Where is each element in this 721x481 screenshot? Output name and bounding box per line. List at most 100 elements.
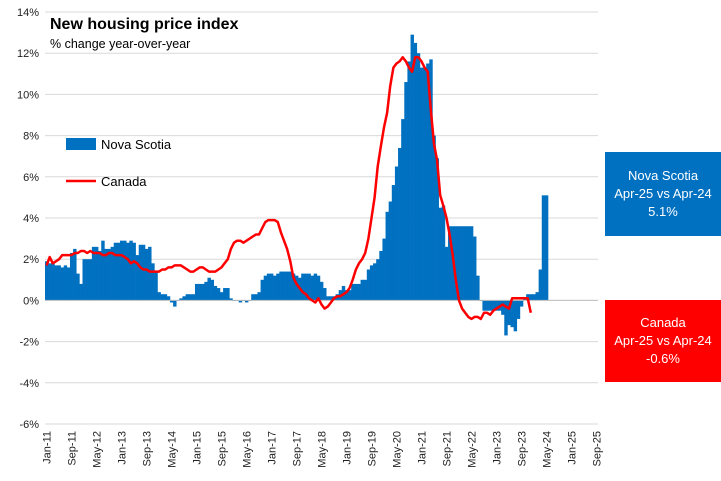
- bar-nova-scotia: [410, 34, 414, 301]
- bar-nova-scotia: [138, 244, 143, 301]
- bar-nova-scotia: [441, 205, 446, 301]
- bar-nova-scotia: [179, 298, 183, 301]
- bar-nova-scotia: [48, 263, 52, 301]
- bar-nova-scotia: [229, 298, 233, 301]
- bar-nova-scotia: [460, 226, 464, 301]
- bar-nova-scotia: [382, 238, 386, 301]
- bar-nova-scotia: [376, 259, 380, 301]
- bar-nova-scotia: [329, 296, 333, 301]
- bar-nova-scotia: [148, 246, 152, 301]
- bar-nova-scotia: [360, 279, 364, 301]
- bar-nova-scotia: [60, 267, 65, 301]
- x-tick-label: May-22: [467, 431, 479, 468]
- bar-nova-scotia: [494, 300, 499, 311]
- bar-nova-scotia: [279, 271, 283, 301]
- bar-nova-scotia: [210, 279, 215, 301]
- bar-nova-scotia: [319, 281, 324, 301]
- bar-nova-scotia: [273, 275, 277, 301]
- bar-nova-scotia: [107, 248, 111, 301]
- bar-nova-scotia: [491, 300, 496, 311]
- bar-nova-scotia: [535, 292, 539, 301]
- bar-nova-scotia: [285, 271, 289, 301]
- bar-nova-scotia: [144, 248, 149, 301]
- gridlines: [45, 11, 598, 425]
- y-tick-label: 12%: [17, 48, 39, 60]
- y-tick-label: 0%: [23, 295, 39, 307]
- bar-nova-scotia: [45, 261, 49, 301]
- x-tick-label: Jan-11: [42, 431, 54, 464]
- bar-nova-scotia: [198, 283, 202, 301]
- bar-nova-scotia: [354, 283, 358, 301]
- bar-nova-scotia: [191, 294, 196, 301]
- bar-nova-scotia: [157, 292, 161, 301]
- bar-nova-scotia: [316, 275, 321, 301]
- bar-nova-scotia: [413, 42, 418, 301]
- bar-nova-scotia: [101, 240, 105, 301]
- bar-nova-scotia: [94, 246, 99, 301]
- bar-nova-scotia: [404, 82, 408, 301]
- bar-nova-scotia: [516, 300, 521, 319]
- bar-nova-scotia: [226, 288, 230, 301]
- nova-scotia-callout-name: Nova Scotia: [627, 168, 699, 183]
- nova-scotia-bars: [45, 34, 549, 336]
- bar-nova-scotia: [429, 59, 433, 301]
- y-tick-label: -4%: [19, 378, 39, 390]
- bar-nova-scotia: [54, 265, 58, 301]
- bar-nova-scotia: [169, 300, 174, 303]
- bar-nova-scotia: [257, 292, 261, 301]
- bar-nova-scotia: [473, 236, 477, 301]
- x-tick-label: May-24: [541, 431, 553, 468]
- bar-nova-scotia: [351, 283, 355, 301]
- bar-nova-scotia: [294, 275, 299, 301]
- x-tick-label: Jan-25: [566, 431, 578, 465]
- x-tick-label: Sep-21: [442, 431, 454, 466]
- bar-nova-scotia: [113, 242, 118, 301]
- x-tick-label: Jan-15: [192, 431, 204, 465]
- bar-nova-scotia: [282, 271, 286, 301]
- bar-nova-scotia: [260, 279, 265, 301]
- bar-nova-scotia: [432, 135, 436, 301]
- x-tick-label: May-14: [167, 431, 179, 468]
- bar-nova-scotia: [69, 253, 74, 301]
- bar-nova-scotia: [126, 242, 130, 301]
- bar-nova-scotia: [119, 240, 124, 301]
- y-tick-label: 8%: [23, 131, 39, 143]
- bar-nova-scotia: [85, 259, 90, 301]
- x-tick-label: Jan-19: [342, 431, 354, 465]
- y-axis-ticks: 14% 12% 10% 8% 6% 4% 2% 0% -2% -4% -6%: [17, 7, 39, 431]
- bar-nova-scotia: [348, 290, 352, 301]
- bar-nova-scotia: [123, 240, 127, 301]
- x-tick-label: Jan-13: [117, 431, 129, 465]
- bar-nova-scotia: [216, 288, 221, 301]
- x-tick-label: Sep-13: [142, 431, 154, 466]
- bar-nova-scotia: [504, 300, 508, 336]
- bar-nova-scotia: [254, 294, 258, 301]
- legend: Nova Scotia Canada: [66, 137, 172, 189]
- line-canada: [45, 56, 533, 321]
- x-tick-label: Jan-17: [267, 431, 279, 465]
- bar-nova-scotia: [79, 283, 83, 301]
- bar-nova-scotia: [151, 263, 155, 301]
- chart-subtitle: % change year-over-year: [50, 37, 190, 51]
- bar-nova-scotia: [154, 271, 158, 301]
- x-axis-ticks: Jan-11 Sep-11 May-12 Jan-13 Sep-13 May-14 Jan-…: [42, 431, 604, 468]
- bar-nova-scotia: [438, 207, 443, 301]
- bar-nova-scotia: [529, 294, 533, 301]
- y-tick-label: 14%: [17, 7, 39, 19]
- bar-nova-scotia: [379, 250, 383, 301]
- x-tick-label: Sep-25: [591, 431, 603, 466]
- bar-nova-scotia: [519, 300, 524, 307]
- bar-nova-scotia: [91, 246, 96, 301]
- bar-nova-scotia: [173, 300, 177, 307]
- bar-nova-scotia: [310, 275, 314, 301]
- bar-nova-scotia: [104, 248, 108, 301]
- bar-nova-scotia: [485, 300, 489, 311]
- bar-nova-scotia: [369, 265, 374, 301]
- bar-nova-scotia: [73, 248, 77, 301]
- bar-nova-scotia: [213, 285, 218, 301]
- bar-nova-scotia: [185, 294, 190, 301]
- bar-nova-scotia: [363, 279, 368, 301]
- bar-nova-scotia: [426, 63, 430, 301]
- bar-nova-scotia: [469, 226, 474, 301]
